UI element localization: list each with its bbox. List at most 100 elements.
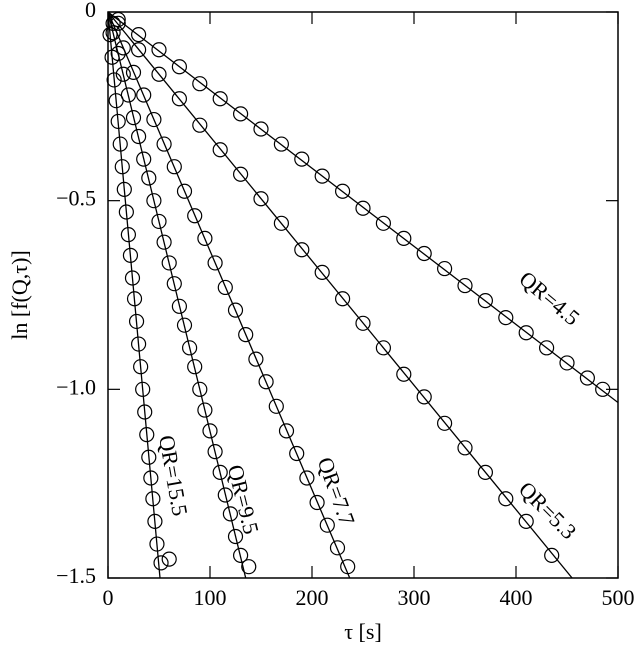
- data-point: [118, 204, 134, 220]
- data-point: [153, 555, 169, 571]
- x-tick-label: 500: [602, 585, 635, 610]
- data-point: [105, 25, 121, 41]
- data-point: [268, 398, 284, 414]
- data-point: [176, 183, 193, 199]
- data-point: [161, 255, 177, 271]
- data-point: [143, 470, 159, 486]
- data-point: [498, 310, 514, 326]
- data-point: [192, 117, 208, 133]
- data-point: [319, 517, 335, 533]
- data-point: [104, 49, 120, 65]
- data-point: [149, 536, 165, 552]
- y-tick-label: 0: [85, 0, 96, 22]
- data-point: [187, 208, 203, 224]
- series-label: QR=15.5: [154, 433, 193, 518]
- data-point: [579, 370, 596, 386]
- data-point: [299, 470, 315, 486]
- data-point: [335, 291, 351, 307]
- x-tick-label: 300: [398, 585, 431, 610]
- data-point: [102, 27, 118, 43]
- fit-line: [108, 12, 161, 578]
- data-point: [151, 42, 167, 58]
- data-point: [309, 494, 325, 511]
- data-point: [126, 291, 143, 307]
- data-point: [253, 121, 269, 137]
- data-point: [161, 551, 177, 567]
- data-point: [166, 159, 182, 175]
- data-point: [141, 449, 157, 465]
- fit-line: [108, 12, 618, 404]
- data-point: [238, 327, 254, 343]
- data-point: [112, 136, 128, 152]
- data-point: [227, 528, 244, 545]
- data-point: [147, 513, 163, 530]
- data-point: [133, 359, 149, 375]
- y-tick-label: −1.5: [56, 563, 96, 588]
- series-label: QR=5.3: [514, 477, 582, 545]
- data-point: [146, 111, 162, 128]
- data-point: [114, 159, 130, 175]
- data-point: [125, 110, 142, 126]
- data-point: [241, 559, 257, 575]
- data-point: [131, 27, 147, 43]
- fit-line: [108, 12, 351, 578]
- data-point: [197, 230, 213, 246]
- data-point: [416, 389, 432, 405]
- data-point: [146, 193, 162, 209]
- x-tick-label: 100: [194, 585, 227, 610]
- data-point: [207, 255, 223, 271]
- data-point: [437, 260, 453, 277]
- series-label: QR=7.7: [313, 454, 361, 529]
- data-point: [253, 191, 269, 207]
- data-point: [314, 168, 330, 184]
- data-point: [192, 381, 208, 397]
- data-point: [329, 540, 346, 556]
- data-point: [131, 42, 147, 58]
- data-point: [355, 315, 371, 331]
- data-point: [151, 66, 167, 82]
- fit-line: [108, 12, 573, 578]
- data-point: [273, 136, 289, 152]
- data-point: [131, 128, 147, 145]
- data-point: [116, 181, 132, 197]
- data-point: [518, 513, 534, 530]
- data-point: [416, 245, 432, 262]
- data-point: [375, 340, 391, 356]
- data-point: [289, 445, 305, 462]
- data-point: [233, 547, 249, 563]
- data-point: [128, 313, 145, 330]
- x-tick-label: 0: [103, 585, 114, 610]
- data-point: [273, 215, 289, 231]
- data-point: [171, 59, 187, 75]
- data-point: [192, 76, 208, 92]
- data-point: [131, 336, 147, 352]
- data-point: [212, 464, 228, 480]
- data-point: [217, 487, 233, 503]
- data-point: [498, 491, 514, 507]
- data-point: [110, 113, 126, 130]
- x-tick-label: 200: [296, 585, 329, 610]
- data-point: [595, 381, 611, 397]
- data-point: [258, 374, 274, 390]
- data-point: [457, 277, 473, 294]
- data-point: [233, 166, 249, 182]
- data-point: [212, 142, 228, 158]
- data-point: [145, 491, 161, 507]
- data-point: [212, 91, 228, 107]
- data-point: [202, 423, 218, 439]
- x-axis-label: τ [s]: [344, 619, 382, 644]
- data-point: [457, 440, 473, 456]
- data-point: [187, 359, 203, 375]
- data-point: [108, 93, 124, 109]
- data-point: [396, 230, 412, 246]
- fit-line: [108, 12, 247, 578]
- data-point: [136, 87, 152, 103]
- data-point: [477, 464, 493, 480]
- y-tick-label: −0.5: [56, 186, 96, 211]
- data-point: [248, 351, 264, 367]
- data-point: [518, 325, 534, 341]
- data-point: [207, 443, 223, 460]
- data-point: [120, 87, 136, 103]
- y-axis-label: ln [f(Q,τ)]: [7, 250, 32, 339]
- data-point: [135, 381, 151, 397]
